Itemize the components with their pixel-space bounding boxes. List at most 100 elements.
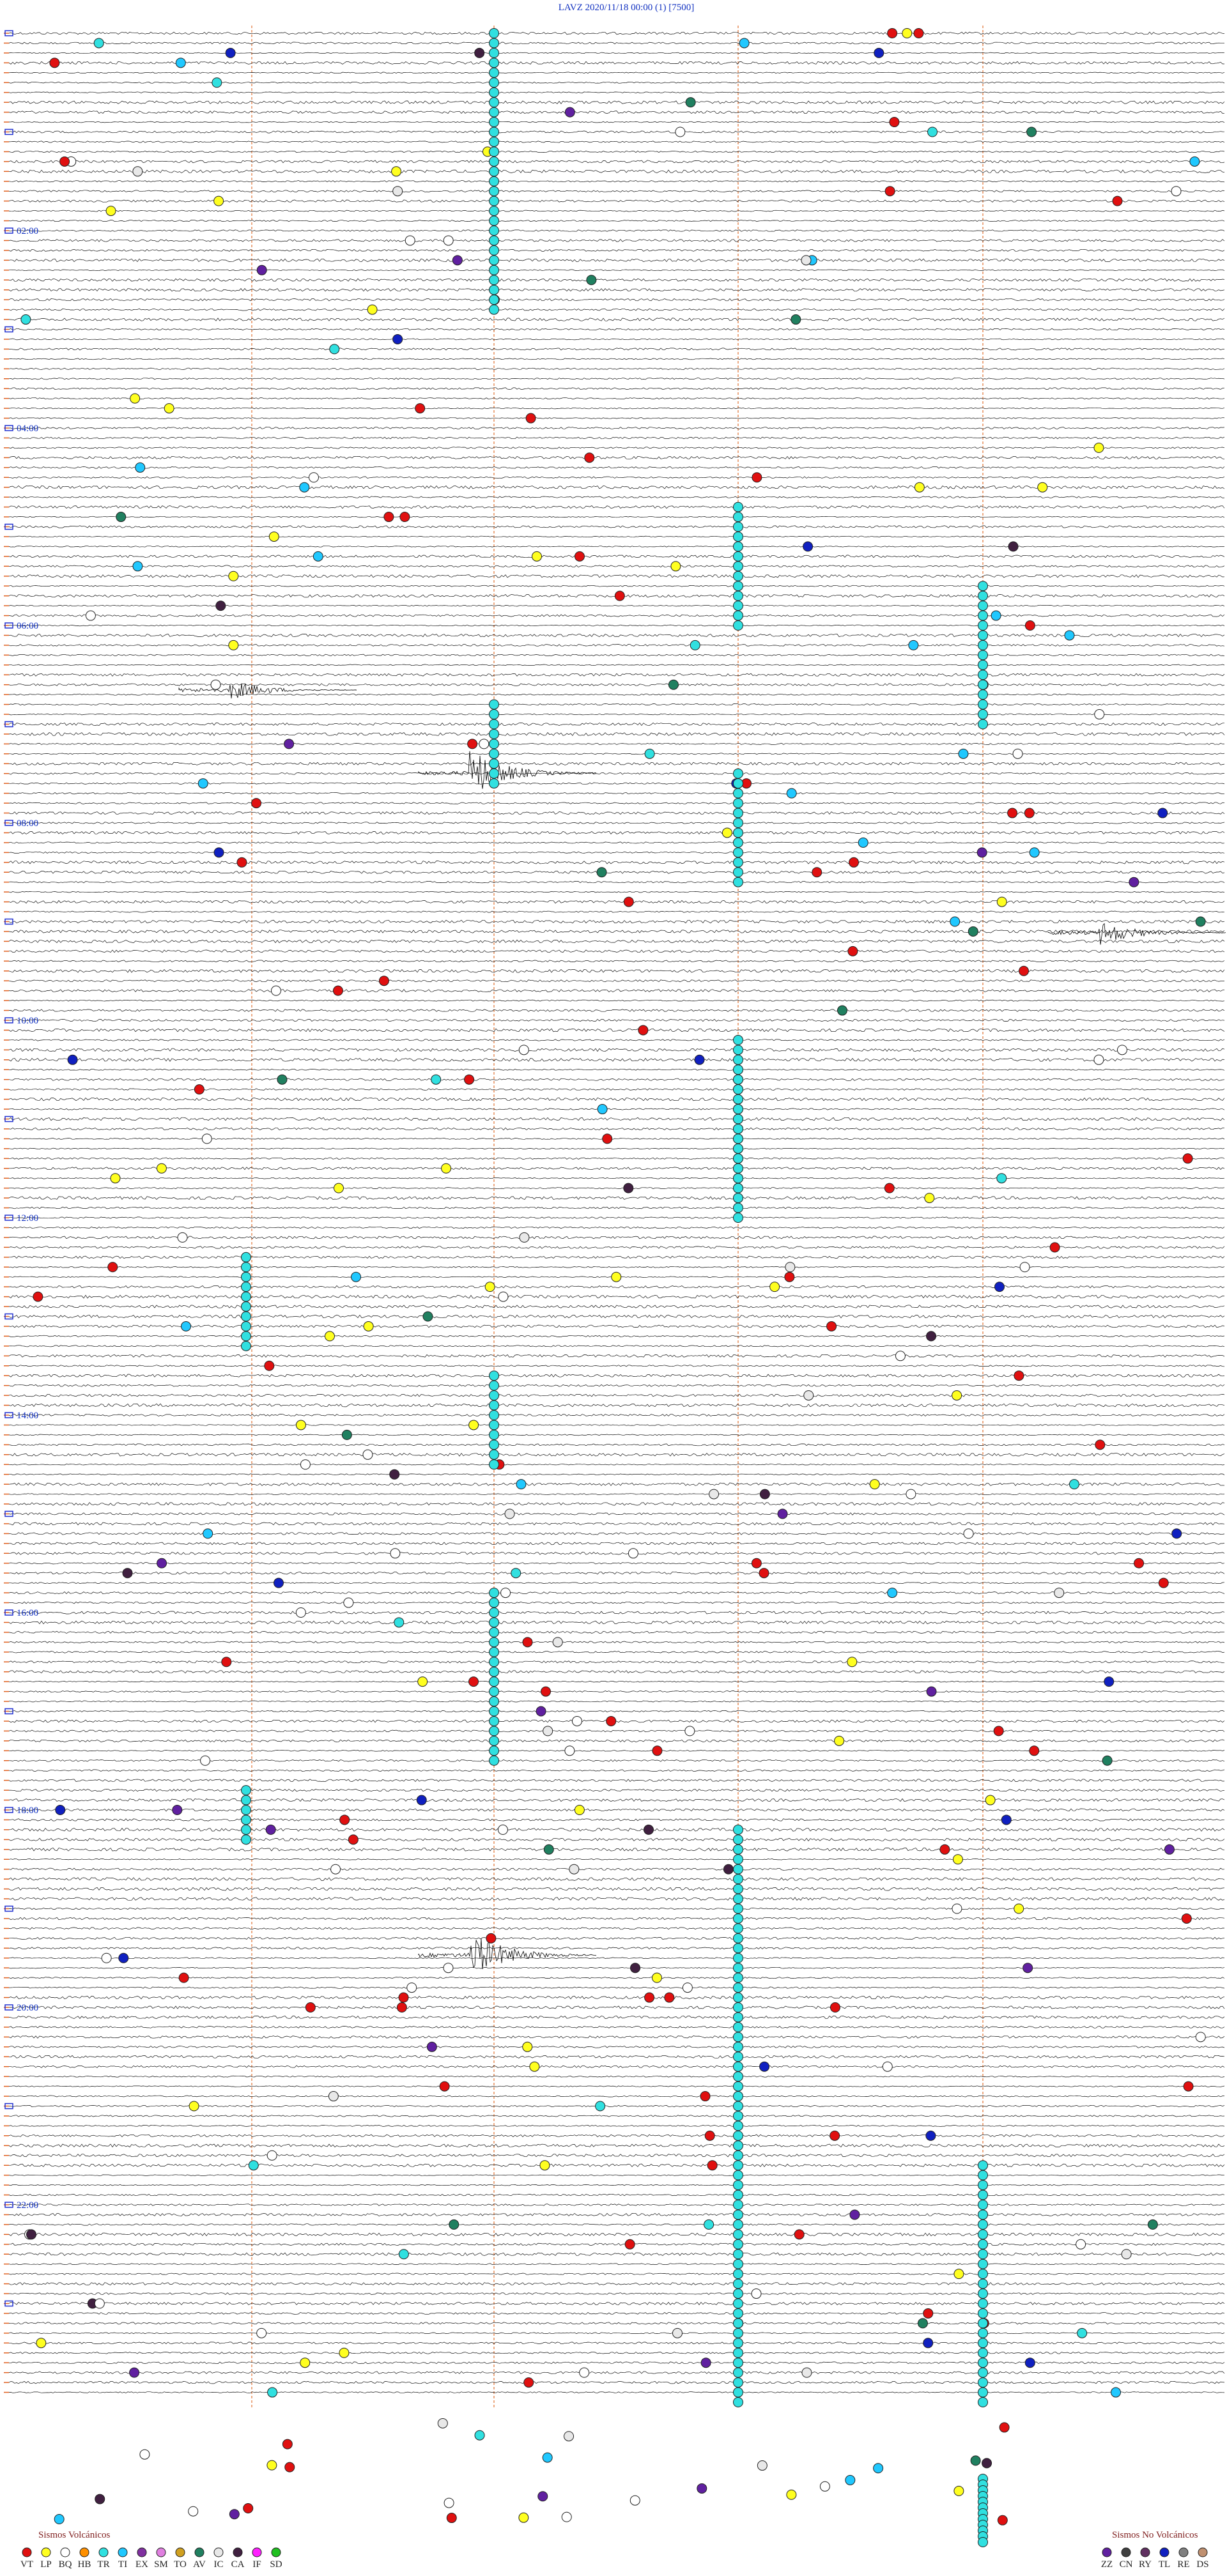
- event-marker: [733, 2071, 743, 2082]
- event-marker: [295, 1607, 306, 1618]
- trace: [8, 891, 1225, 893]
- trace: [8, 338, 1225, 341]
- trace: [8, 939, 1225, 944]
- event-marker: [733, 1114, 743, 1124]
- trace: [8, 496, 1225, 498]
- event-marker: [1158, 1577, 1169, 1588]
- hour-box: [4, 425, 13, 431]
- event-marker: [1024, 620, 1035, 631]
- event-marker: [733, 2051, 743, 2062]
- event-marker: [733, 837, 743, 848]
- event-marker: [1076, 2239, 1086, 2250]
- event-marker: [733, 2170, 743, 2181]
- trace: [8, 585, 1225, 587]
- event-marker: [978, 2269, 988, 2280]
- event-marker: [443, 235, 454, 246]
- trace: [8, 190, 1225, 193]
- event-marker: [926, 1686, 937, 1697]
- burst: [178, 683, 357, 699]
- event-marker: [236, 857, 247, 868]
- trace: [8, 141, 1225, 143]
- trace: [8, 1995, 1225, 2000]
- event-marker: [1134, 1558, 1145, 1568]
- event-marker: [985, 1795, 996, 1805]
- event-marker: [543, 1726, 553, 1736]
- event-marker: [733, 1894, 743, 1905]
- event-marker: [786, 2489, 797, 2500]
- trace: [8, 644, 1225, 647]
- event-marker: [132, 166, 143, 177]
- event-marker: [794, 2229, 805, 2240]
- event-marker: [201, 1133, 212, 1144]
- event-marker: [1189, 156, 1200, 167]
- event-marker: [733, 798, 743, 809]
- trace: [8, 1097, 1225, 1101]
- event-marker: [489, 1686, 499, 1697]
- event-marker: [952, 1390, 962, 1401]
- trace: [8, 2143, 1225, 2148]
- trace: [8, 870, 1225, 874]
- trace: [8, 979, 1225, 983]
- event-marker: [845, 2474, 856, 2485]
- trace: [8, 1562, 1225, 1565]
- trace: [8, 1917, 1225, 1920]
- trace: [8, 397, 1225, 400]
- event-marker: [733, 2130, 743, 2141]
- trace: [8, 1670, 1225, 1674]
- trace: [8, 989, 1225, 993]
- trace: [8, 2332, 1225, 2334]
- event-marker: [733, 1173, 743, 1184]
- event-marker: [107, 1262, 118, 1273]
- trace: [9, 2342, 1225, 2345]
- trace: [8, 1700, 1224, 1703]
- event-marker: [882, 2061, 893, 2072]
- event-marker: [489, 739, 499, 749]
- event-marker: [1001, 1814, 1012, 1825]
- event-marker: [733, 2209, 743, 2220]
- hour-box: [4, 523, 13, 530]
- event-marker: [277, 1074, 288, 1085]
- event-marker: [378, 976, 389, 986]
- event-marker: [733, 2387, 743, 2398]
- event-marker: [884, 1183, 895, 1193]
- event-marker: [733, 1834, 743, 1845]
- trace: [8, 604, 1225, 607]
- event-marker: [489, 57, 499, 68]
- trace: [8, 860, 1225, 864]
- legend-code: TI: [118, 2559, 127, 2570]
- event-marker: [733, 1943, 743, 1954]
- event-marker: [489, 1755, 499, 1766]
- trace: [8, 654, 1225, 657]
- event-marker: [489, 1597, 499, 1608]
- event-marker: [118, 1952, 129, 1963]
- event-marker: [733, 2021, 743, 2032]
- event-marker: [733, 877, 743, 887]
- event-marker: [339, 1814, 350, 1825]
- event-marker: [489, 215, 499, 226]
- trace: [8, 1039, 1225, 1041]
- event-marker: [474, 2430, 485, 2441]
- event-marker: [417, 1676, 428, 1687]
- event-marker: [270, 985, 281, 996]
- event-marker: [733, 857, 743, 868]
- event-marker: [978, 650, 988, 661]
- event-marker: [994, 1282, 1005, 1292]
- trace: [8, 2085, 1225, 2087]
- event-marker: [1069, 1479, 1079, 1490]
- event-marker: [952, 1903, 962, 1914]
- hour-label: 08:00: [17, 818, 38, 829]
- event-marker: [704, 2130, 715, 2141]
- trace: [8, 318, 1225, 321]
- trace: [9, 1167, 1225, 1170]
- trace: [8, 792, 1225, 795]
- event-marker: [437, 2418, 448, 2428]
- legend-marker: [156, 2547, 166, 2557]
- event-marker: [367, 304, 378, 315]
- event-marker: [241, 1340, 251, 1351]
- trace: [8, 1127, 1225, 1131]
- trace: [8, 72, 1225, 74]
- event-marker: [489, 146, 499, 157]
- trace: [8, 1443, 1225, 1446]
- trace: [8, 535, 1225, 538]
